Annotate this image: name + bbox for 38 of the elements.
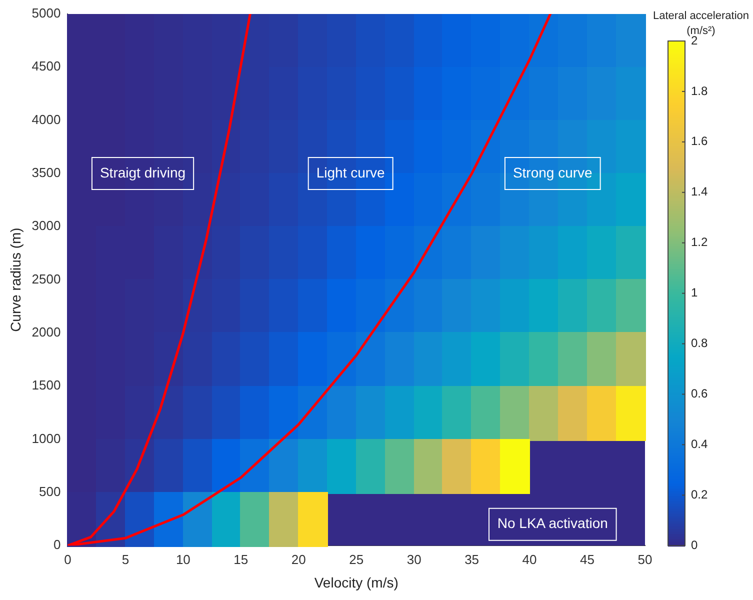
x-tick-label: 35 — [464, 552, 480, 567]
x-tick-label: 15 — [234, 552, 248, 567]
y-tick-label: 5000 — [32, 6, 61, 21]
color-bar-label: 1 — [691, 286, 698, 300]
annotation: Straigt driving — [100, 164, 186, 180]
annotation: Light curve — [316, 164, 386, 180]
color-bar-label: 1.2 — [691, 235, 708, 250]
color-bar-label: 0.8 — [691, 336, 708, 350]
color-bar-label: 1.8 — [691, 84, 708, 98]
x-tick-label: 10 — [176, 552, 190, 567]
x-tick-label: 25 — [349, 552, 364, 567]
color-bar-label: 0.2 — [691, 487, 708, 502]
x-tick-label: 40 — [522, 552, 537, 567]
y-tick-label: 3500 — [32, 165, 61, 180]
y-tick-label: 2500 — [32, 271, 61, 286]
x-tick-label: 45 — [580, 552, 595, 567]
color-bar-label: 1.4 — [691, 184, 708, 199]
color-bar-label: 0 — [691, 538, 698, 552]
y-tick-label: 1000 — [32, 430, 61, 446]
x-tick-label: 5 — [122, 552, 130, 567]
y-tick-label: 500 — [39, 484, 61, 500]
y-tick-label: 1500 — [32, 378, 61, 393]
y-tick-label: 3000 — [32, 218, 61, 234]
annotation: Strong curve — [512, 164, 593, 180]
x-tick-label: 50 — [638, 552, 652, 567]
y-tick-label: 4000 — [32, 112, 61, 127]
x-tick-label: 0 — [64, 552, 72, 567]
y-tick-label: 0 — [53, 537, 61, 552]
color-bar-label: 0.6 — [691, 386, 708, 401]
y-tick-label: 2000 — [32, 324, 61, 340]
color-bar-label: 0.4 — [691, 436, 708, 451]
x-tick-label: 20 — [291, 552, 306, 567]
x-axis-title: Velocity (m/s) — [314, 574, 398, 590]
y-axis-title: Curve radius (m) — [7, 228, 24, 332]
x-tick-label: 30 — [406, 552, 422, 567]
color-bar-label: 1.6 — [691, 134, 708, 148]
y-tick-label: 4500 — [32, 58, 61, 74]
annotation: No LKA activation — [497, 515, 608, 532]
